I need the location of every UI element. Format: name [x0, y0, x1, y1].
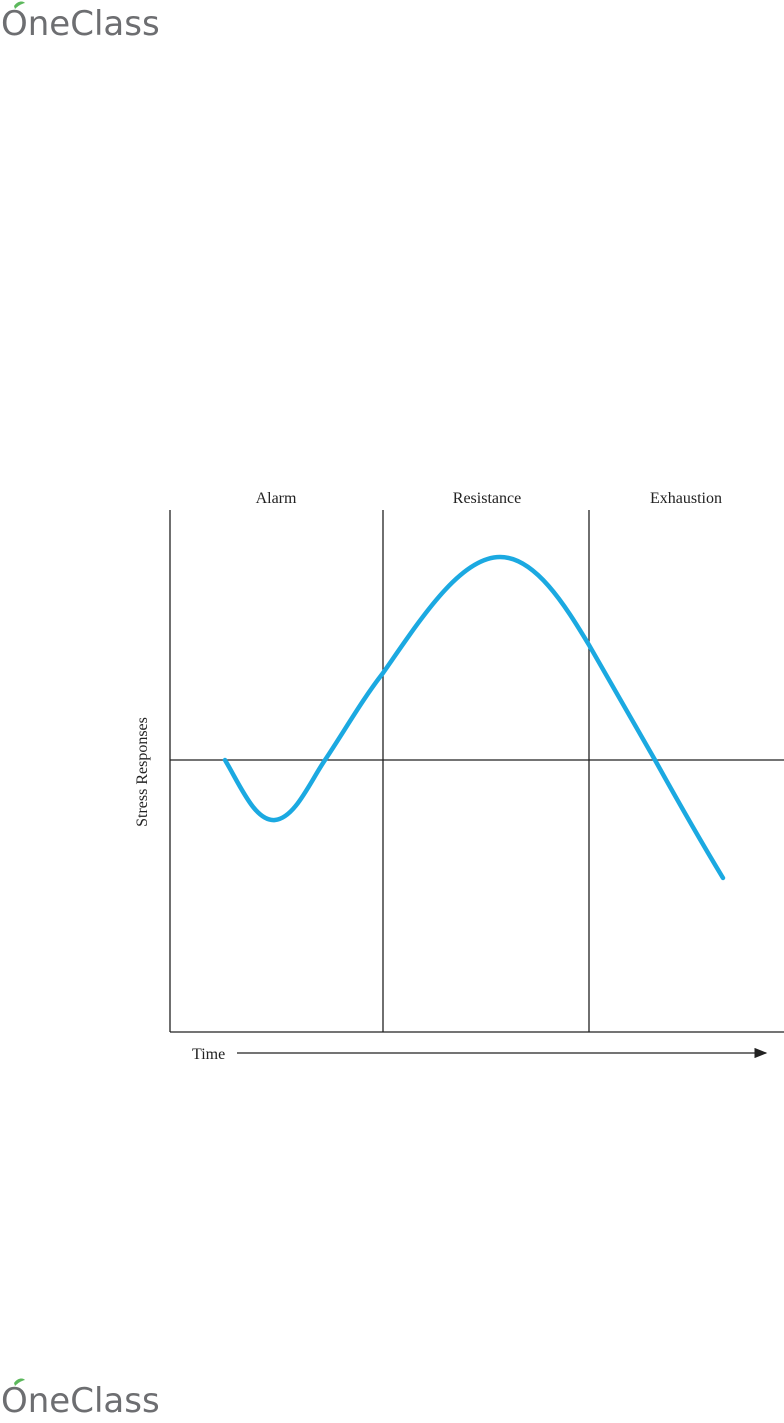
- logo-text: OneClass: [1, 4, 160, 44]
- y-label: Stress Responses: [134, 717, 151, 827]
- x-label: Time: [192, 1046, 225, 1063]
- logo-leaf: [14, 1378, 25, 1386]
- header-logo[interactable]: OneClass: [1, 1, 160, 44]
- stress-diagram: [169, 510, 784, 1059]
- phase-label: Resistance: [453, 490, 521, 507]
- phase-label: Exhaustion: [650, 490, 722, 507]
- logo-leaf: [14, 1, 25, 9]
- footer-logo[interactable]: OneClass: [1, 1378, 160, 1421]
- stress-curve: [222, 554, 726, 881]
- phase-label: Alarm: [256, 490, 297, 507]
- logo-text: OneClass: [1, 1381, 160, 1418]
